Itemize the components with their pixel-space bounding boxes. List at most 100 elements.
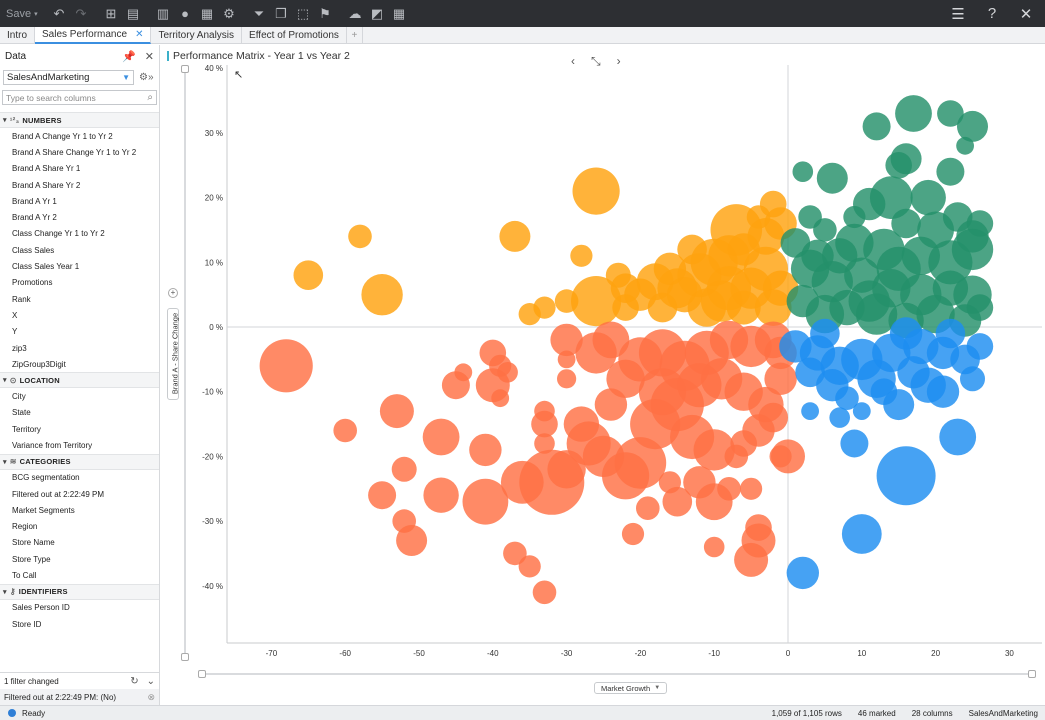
scatter-marker-green[interactable] [937,100,964,127]
scatter-marker-coral[interactable] [531,410,558,438]
data-source-select[interactable]: SalesAndMarketing ▼ [3,69,134,85]
scatter-marker-coral[interactable] [740,477,763,500]
tab-sales-performance[interactable]: Sales Performance ✕ [35,27,152,44]
column-item[interactable]: ZipGroup3Digit [12,359,66,369]
redo-icon[interactable]: ↷ [75,5,87,21]
scatter-marker-orange[interactable] [361,274,403,316]
bookmark-icon[interactable]: ⚑ [319,5,331,21]
panels-layout-icon[interactable]: ▦ [392,5,406,21]
scatter-marker-coral[interactable] [724,444,749,469]
reset-filters-icon[interactable]: ↻ [130,675,139,687]
column-count[interactable]: 28 columns [911,708,953,718]
column-item[interactable]: X [12,310,18,320]
scatter-marker-green[interactable] [910,179,946,216]
scatter-marker-coral[interactable] [636,496,660,520]
scatter-marker-green[interactable] [956,136,974,155]
column-item[interactable]: Territory [12,424,41,434]
scatter-marker-coral[interactable] [491,389,510,408]
scatter-marker-orange[interactable] [605,262,631,288]
column-item[interactable]: To Call [12,571,37,581]
x-slider-left-handle[interactable] [198,670,206,678]
pin-icon[interactable]: 📌 [122,50,136,63]
tab-intro[interactable]: Intro [0,27,36,44]
marked-count[interactable]: 46 marked [857,708,896,718]
scatter-marker-blue[interactable] [801,402,819,420]
scatter-marker-blue[interactable] [870,378,898,406]
column-item[interactable]: Brand A Share Yr 2 [12,180,81,190]
gear-icon[interactable]: ⚙» [139,71,154,83]
scatter-marker-coral[interactable] [423,477,459,513]
scatter-marker-coral[interactable] [764,362,797,395]
column-item[interactable]: Rank [12,294,31,304]
scatter-marker-green[interactable] [895,95,932,132]
page-layout-icon[interactable]: ◩ [370,5,384,21]
add-page-button[interactable]: + [347,27,363,44]
column-item[interactable]: Brand A Share Change Yr 1 to Yr 2 [12,147,137,157]
add-y-axis-icon[interactable]: + [168,288,178,298]
collapse-triangle-icon[interactable]: ▾ [3,458,7,466]
scatter-marker-green[interactable] [890,143,922,175]
scatter-marker-blue[interactable] [852,402,871,420]
column-item[interactable]: zip3 [12,343,27,353]
add-data-icon[interactable]: ⊞ [105,5,117,21]
column-item[interactable]: Filtered out at 2:22:49 PM [12,489,105,499]
scatter-marker-coral[interactable] [454,363,473,382]
scatter-marker-orange[interactable] [571,276,622,327]
scatter-marker-coral[interactable] [532,580,557,605]
scatter-marker-green[interactable] [843,205,866,229]
scatter-marker-coral[interactable] [396,525,428,556]
help-icon[interactable]: ? [987,5,997,22]
scatter-marker-green[interactable] [862,112,891,141]
scatter-marker-orange[interactable] [710,204,763,256]
scatter-plot-canvas[interactable]: 40 % 30 % 20 % 10 % 0 % -10 % -20 % -30 % -40 % -… [161,45,1045,705]
data-table-icon[interactable]: ▤ [126,5,140,21]
previous-arrow-icon[interactable]: ‹ [571,54,575,68]
column-group-categories[interactable]: ▾ ≋ CATEGORIES [0,453,159,470]
scatter-marker-blue[interactable] [876,446,936,506]
column-item[interactable]: Variance from Territory [12,440,93,450]
scatter-marker-coral[interactable] [771,439,805,474]
status-source[interactable]: SalesAndMarketing [968,708,1038,718]
scatter-marker-coral[interactable] [534,433,555,454]
scatter-marker-blue[interactable] [939,418,977,456]
close-app-icon[interactable]: ✕ [1019,5,1033,23]
column-item[interactable]: Class Sales Year 1 [12,262,80,272]
column-item[interactable]: Y [12,327,18,337]
scatter-marker-orange[interactable] [653,252,687,285]
save-menu[interactable]: Save ▾ [6,7,38,20]
undo-icon[interactable]: ↶ [53,5,65,21]
insights-bulb-icon[interactable]: ● [181,6,189,21]
column-item[interactable]: Promotions [12,278,53,288]
scatter-marker-orange[interactable] [700,280,743,322]
column-item[interactable]: Brand A Yr 2 [12,213,57,223]
scatter-marker-blue[interactable] [950,344,980,375]
scatter-marker-coral[interactable] [469,433,502,467]
collapse-triangle-icon[interactable]: ▾ [3,377,7,385]
y-axis-range-slider[interactable] [181,65,189,661]
scatter-marker-blue[interactable] [841,514,882,554]
scatter-marker-coral[interactable] [592,321,630,359]
scatter-marker-coral[interactable] [594,388,628,421]
y-slider-bottom-handle[interactable] [181,653,189,661]
scatter-marker-coral[interactable] [379,394,414,429]
scatter-marker-coral[interactable] [693,429,735,471]
scatter-marker-coral[interactable] [462,478,509,525]
data-function-icon[interactable]: ▦ [200,5,214,21]
clear-filter-icon[interactable]: ⊗ [147,691,155,702]
column-group-identifiers[interactable]: ▾ ⚷ IDENTIFIERS [0,583,159,600]
scatter-marker-coral[interactable] [550,323,583,357]
details-on-demand-icon[interactable]: ❐ [275,5,287,21]
scatter-marker-orange[interactable] [677,234,707,265]
settings-gear-icon[interactable]: ⚙ [223,5,235,21]
scatter-marker-green[interactable] [951,228,994,271]
scatter-marker-green[interactable] [891,208,921,239]
scatter-marker-coral[interactable] [503,541,527,566]
column-item[interactable]: BCG segmentation [12,473,80,483]
scatter-marker-green[interactable] [801,239,834,272]
x-axis-selector[interactable]: Market Growth ▼ [594,682,668,694]
scatter-marker-blue[interactable] [810,318,840,349]
scatter-marker-coral[interactable] [497,362,518,383]
scatter-marker-coral[interactable] [368,481,397,510]
scatter-marker-orange[interactable] [754,289,792,326]
scatter-marker-orange[interactable] [554,289,579,313]
